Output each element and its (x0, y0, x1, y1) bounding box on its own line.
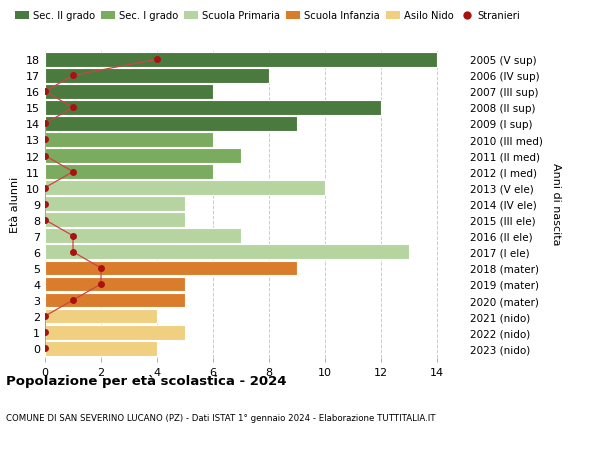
Bar (45, 133, 213, 147)
Bar (45, 293, 185, 308)
Bar (45, 325, 185, 340)
Bar (45, 261, 297, 276)
Bar (45, 53, 437, 67)
Y-axis label: Età alunni: Età alunni (10, 176, 20, 232)
Bar (45, 309, 157, 324)
Text: COMUNE DI SAN SEVERINO LUCANO (PZ) - Dati ISTAT 1° gennaio 2024 - Elaborazione T: COMUNE DI SAN SEVERINO LUCANO (PZ) - Dat… (6, 413, 436, 422)
Bar (45, 101, 381, 116)
Bar (45, 277, 185, 292)
Bar (45, 197, 185, 212)
Bar (45, 165, 213, 179)
Legend: Sec. II grado, Sec. I grado, Scuola Primaria, Scuola Infanzia, Asilo Nido, Stran: Sec. II grado, Sec. I grado, Scuola Prim… (11, 7, 524, 25)
Bar (45, 117, 297, 132)
Bar (45, 245, 409, 260)
Y-axis label: Anni di nascita: Anni di nascita (551, 163, 561, 246)
Bar (45, 213, 185, 228)
Bar (45, 229, 241, 244)
Bar (45, 69, 269, 84)
Bar (45, 85, 213, 100)
Text: Popolazione per età scolastica - 2024: Popolazione per età scolastica - 2024 (6, 374, 287, 387)
Bar (45, 181, 325, 196)
Bar (45, 149, 241, 163)
Bar (45, 341, 157, 356)
